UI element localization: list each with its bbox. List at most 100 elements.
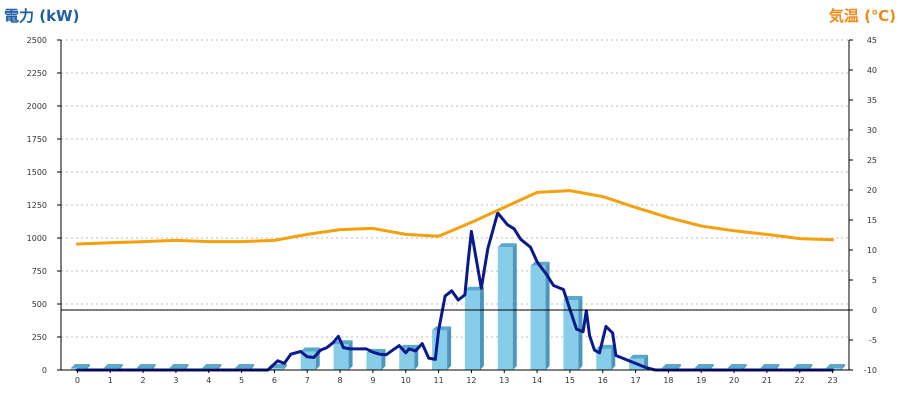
bar-top [432, 326, 452, 331]
bar-top [727, 364, 747, 369]
bar-front [267, 368, 283, 370]
x-tick-label: 21 [762, 376, 772, 385]
x-tick-label: 3 [173, 376, 178, 385]
bar-top [563, 296, 583, 301]
right-tick-label: 0 [872, 306, 877, 315]
x-tick-label: 10 [401, 376, 411, 385]
bar-14 [530, 261, 550, 370]
right-tick-label: 20 [867, 186, 877, 195]
left-tick-label: 750 [32, 267, 47, 276]
bar-top [235, 364, 255, 369]
x-tick-label: 8 [338, 376, 343, 385]
bar-side [512, 243, 517, 370]
x-tick-label: 11 [433, 376, 443, 385]
bar-top [70, 364, 90, 369]
power-demand-line [75, 211, 835, 372]
x-tick-label: 2 [141, 376, 146, 385]
x-tick-label: 6 [272, 376, 277, 385]
left-tick-label: 250 [32, 333, 47, 342]
bar-top [661, 364, 681, 369]
bar-side [841, 364, 846, 370]
bar-front [366, 352, 382, 370]
x-tick-label: 22 [795, 376, 805, 385]
x-tick-label: 18 [663, 376, 673, 385]
bar-side [447, 326, 452, 370]
bar-12 [464, 286, 484, 370]
axes: 02505007501000125015001750200022502500-1… [27, 36, 877, 385]
left-tick-label: 2500 [27, 36, 47, 45]
x-tick-label: 15 [565, 376, 575, 385]
grid-lines [61, 39, 849, 338]
x-tick-label: 12 [466, 376, 476, 385]
right-tick-label: 35 [867, 96, 877, 105]
x-tick-label: 23 [827, 376, 837, 385]
bar-top [497, 243, 517, 248]
left-tick-label: 1750 [27, 135, 47, 144]
x-tick-label: 16 [598, 376, 608, 385]
x-tick-label: 5 [239, 376, 244, 385]
x-tick-label: 7 [305, 376, 310, 385]
bar-top [169, 364, 189, 369]
bar-top [760, 364, 780, 369]
left-tick-label: 1000 [27, 234, 47, 243]
bar-13 [497, 243, 517, 370]
x-tick-label: 17 [630, 376, 640, 385]
right-tick-label: -5 [869, 336, 877, 345]
bar-top [136, 364, 156, 369]
bar-front [432, 330, 448, 370]
right-tick-label: 40 [867, 66, 877, 75]
left-tick-label: 2000 [27, 102, 47, 111]
bar-series [70, 243, 846, 370]
bar-top [464, 286, 484, 291]
temperature-line [75, 189, 835, 246]
x-tick-label: 0 [75, 376, 80, 385]
right-tick-label: 45 [867, 36, 877, 45]
bar-front [497, 247, 513, 370]
left-axis-title: 電力 (kW) [4, 7, 79, 25]
left-tick-label: 0 [42, 366, 47, 375]
right-axis-title: 気温 (℃) [829, 7, 896, 25]
right-tick-label: 10 [867, 246, 877, 255]
bar-top [300, 347, 320, 352]
bar-front [333, 344, 349, 370]
x-tick-label: 19 [696, 376, 706, 385]
bar-side [479, 286, 484, 370]
bar-15 [563, 296, 583, 370]
bar-11 [432, 326, 452, 370]
left-tick-label: 500 [32, 300, 47, 309]
bar-front [399, 348, 415, 370]
x-tick-label: 14 [532, 376, 542, 385]
right-tick-label: -10 [864, 366, 877, 375]
bar-top [103, 364, 123, 369]
x-tick-label: 4 [206, 376, 211, 385]
bar-top [333, 340, 353, 345]
bar-top [694, 364, 714, 369]
bar-side [545, 261, 550, 370]
bar-front [530, 265, 546, 370]
left-tick-label: 1500 [27, 168, 47, 177]
bar-side [348, 340, 353, 370]
x-tick-label: 1 [108, 376, 113, 385]
x-tick-label: 9 [370, 376, 375, 385]
bar-front [464, 290, 480, 370]
bar-7 [300, 347, 320, 370]
bar-side [578, 296, 583, 370]
bar-top [202, 364, 222, 369]
x-tick-label: 20 [729, 376, 739, 385]
bar-9 [366, 348, 386, 370]
bar-top [399, 344, 419, 349]
left-tick-label: 2250 [27, 69, 47, 78]
line-series [75, 189, 835, 372]
bar-front [563, 300, 579, 370]
right-tick-label: 25 [867, 156, 877, 165]
right-tick-label: 5 [872, 276, 877, 285]
bar-top [826, 364, 846, 369]
x-tick-label: 13 [499, 376, 509, 385]
left-tick-label: 1250 [27, 201, 47, 210]
bar-top [793, 364, 813, 369]
bar-top [629, 354, 649, 359]
right-tick-label: 15 [867, 216, 877, 225]
bar-side [282, 364, 287, 370]
